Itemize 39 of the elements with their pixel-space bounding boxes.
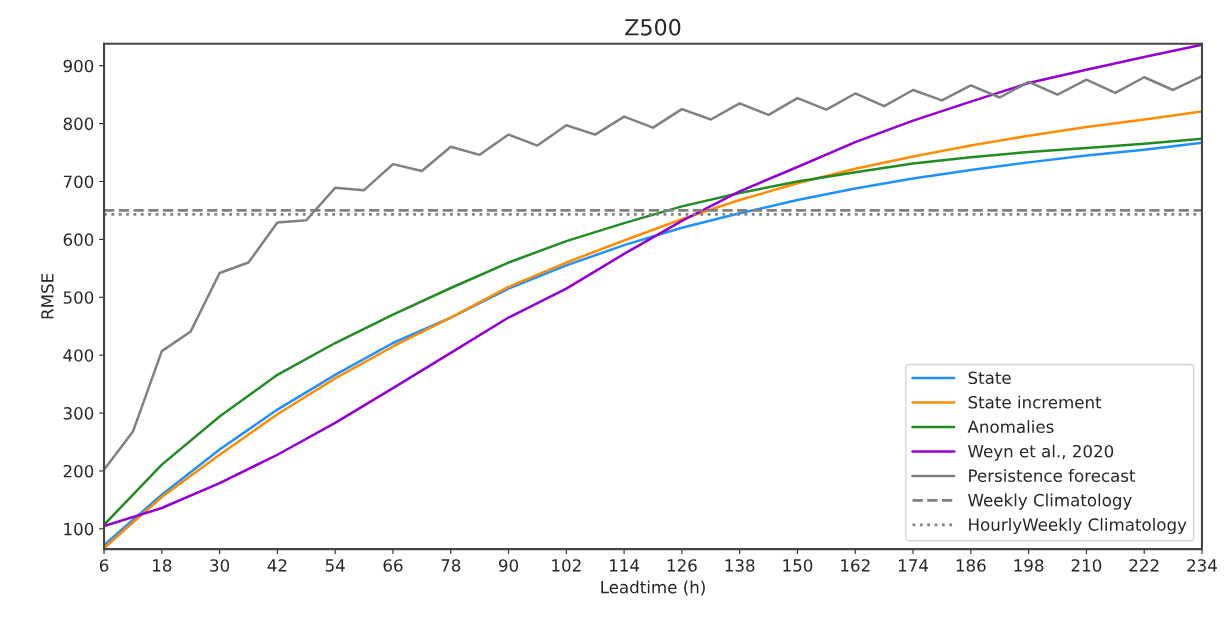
legend-label: Weekly Climatology (968, 493, 1132, 510)
x-tick-label: 90 (498, 559, 519, 572)
x-tick-label: 78 (441, 559, 461, 572)
y-tick-label: 300 (63, 407, 94, 420)
x-tick-label: 210 (1071, 559, 1102, 572)
x-tick-label: 162 (841, 559, 870, 572)
x-tick-label: 66 (383, 559, 403, 572)
legend-label: Anomalies (967, 420, 1054, 434)
legend-label: Weyn et al., 2020 (968, 444, 1114, 461)
x-tick-label: 30 (210, 559, 230, 572)
x-tick-label: 138 (725, 559, 755, 572)
x-tick-label: 174 (898, 559, 929, 572)
x-tick-label: 114 (610, 559, 640, 572)
y-tick-label: 200 (63, 464, 94, 478)
y-tick-label: 800 (63, 117, 94, 131)
x-tick-label: 186 (956, 559, 986, 572)
legend-label: State increment (968, 395, 1102, 409)
x-tick-label: 102 (552, 559, 581, 572)
y-tick-label: 700 (63, 175, 94, 189)
legend-label: Persistence forecast (969, 469, 1136, 482)
x-tick-label: 42 (267, 559, 287, 572)
x-tick-label: 150 (783, 559, 813, 572)
x-tick-label: 234 (1187, 559, 1217, 572)
legend-label: HourlyWeekly Climatology (969, 517, 1187, 535)
x-tick-label: 54 (325, 559, 345, 572)
x-tick-label: 6 (99, 559, 109, 572)
y-tick-label: 600 (63, 233, 94, 246)
legend-label: State (968, 371, 1011, 385)
y-tick-label: 900 (63, 59, 94, 73)
y-tick-label: 100 (64, 522, 94, 536)
y-tick-label: 500 (63, 291, 94, 304)
x-tick-label: 126 (667, 559, 697, 572)
x-tick-label: 222 (1129, 559, 1159, 572)
x-tick-label: 18 (153, 559, 172, 572)
x-axis-title: Leadtime (h) (601, 580, 705, 596)
y-tick-label: 400 (63, 349, 94, 362)
x-tick-label: 198 (1014, 559, 1044, 572)
y-axis-title: RMSE (41, 273, 54, 319)
chart-title: Z500 (625, 18, 681, 36)
